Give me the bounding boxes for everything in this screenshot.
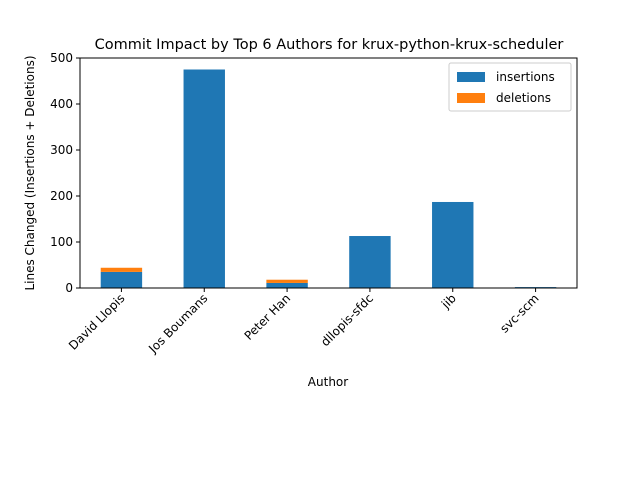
- legend-label-insertions: insertions: [496, 70, 555, 84]
- y-tick-label: 200: [50, 189, 73, 203]
- plot-frame: [79, 57, 578, 289]
- bar-insertions: [349, 236, 391, 288]
- legend-label-deletions: deletions: [496, 91, 551, 105]
- y-tick-label: 400: [50, 97, 73, 111]
- bar-deletions: [266, 279, 308, 283]
- y-tick-label: 300: [50, 143, 73, 157]
- bar-insertions: [432, 201, 474, 288]
- bar-deletions: [100, 267, 143, 272]
- bar-insertions: [183, 69, 225, 288]
- y-tick-label: 100: [50, 235, 73, 249]
- y-tick-label: 500: [50, 51, 73, 65]
- x-axis-label: Author: [308, 375, 348, 389]
- y-tick-label: 0: [65, 281, 73, 295]
- legend: insertions deletions: [448, 62, 572, 112]
- bar-insertions: [100, 271, 143, 288]
- legend-swatch-deletions: [457, 93, 485, 103]
- legend-swatch-insertions: [457, 72, 485, 82]
- y-axis: 0 100 200 300 400 500: [50, 51, 80, 295]
- bars-layer: [100, 69, 557, 288]
- bar-insertions: [266, 282, 308, 288]
- y-axis-label: Lines Changed (Insertions + Deletions): [23, 55, 37, 290]
- chart-title: Commit Impact by Top 6 Authors for krux-…: [95, 37, 564, 53]
